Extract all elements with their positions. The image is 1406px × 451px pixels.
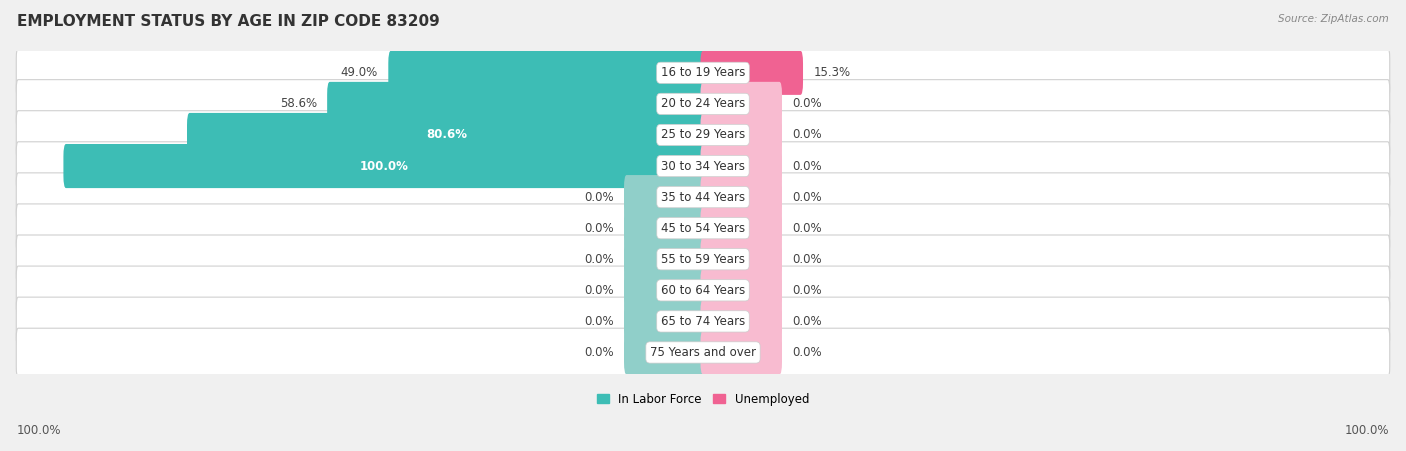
FancyBboxPatch shape [624,237,706,281]
Text: 0.0%: 0.0% [583,346,614,359]
Text: Source: ZipAtlas.com: Source: ZipAtlas.com [1278,14,1389,23]
FancyBboxPatch shape [624,206,706,250]
FancyBboxPatch shape [700,268,782,313]
Text: 55 to 59 Years: 55 to 59 Years [661,253,745,266]
Legend: In Labor Force, Unemployed: In Labor Force, Unemployed [592,388,814,410]
Text: 16 to 19 Years: 16 to 19 Years [661,66,745,79]
FancyBboxPatch shape [17,173,1389,221]
FancyBboxPatch shape [700,206,782,250]
Text: 60 to 64 Years: 60 to 64 Years [661,284,745,297]
Text: 58.6%: 58.6% [280,97,316,110]
FancyBboxPatch shape [700,299,782,344]
FancyBboxPatch shape [624,268,706,313]
Text: 49.0%: 49.0% [340,66,378,79]
FancyBboxPatch shape [624,175,706,219]
Text: 20 to 24 Years: 20 to 24 Years [661,97,745,110]
FancyBboxPatch shape [17,110,1389,159]
FancyBboxPatch shape [700,82,782,126]
FancyBboxPatch shape [700,237,782,281]
Text: 100.0%: 100.0% [360,160,409,173]
Text: 35 to 44 Years: 35 to 44 Years [661,191,745,203]
Text: 100.0%: 100.0% [17,424,62,437]
Text: 0.0%: 0.0% [583,222,614,235]
Text: 0.0%: 0.0% [583,284,614,297]
Text: 0.0%: 0.0% [792,160,823,173]
FancyBboxPatch shape [388,51,706,95]
Text: 0.0%: 0.0% [792,253,823,266]
Text: 0.0%: 0.0% [792,222,823,235]
Text: 0.0%: 0.0% [792,346,823,359]
Text: 0.0%: 0.0% [583,253,614,266]
Text: 0.0%: 0.0% [583,191,614,203]
FancyBboxPatch shape [17,80,1389,128]
Text: 30 to 34 Years: 30 to 34 Years [661,160,745,173]
Text: 80.6%: 80.6% [426,129,467,142]
FancyBboxPatch shape [328,82,706,126]
FancyBboxPatch shape [17,297,1389,345]
Text: EMPLOYMENT STATUS BY AGE IN ZIP CODE 83209: EMPLOYMENT STATUS BY AGE IN ZIP CODE 832… [17,14,440,28]
FancyBboxPatch shape [17,204,1389,253]
FancyBboxPatch shape [700,113,782,157]
Text: 15.3%: 15.3% [813,66,851,79]
FancyBboxPatch shape [63,144,706,188]
FancyBboxPatch shape [17,266,1389,314]
Text: 0.0%: 0.0% [792,129,823,142]
FancyBboxPatch shape [624,331,706,374]
Text: 75 Years and over: 75 Years and over [650,346,756,359]
FancyBboxPatch shape [17,49,1389,97]
Text: 100.0%: 100.0% [1344,424,1389,437]
FancyBboxPatch shape [187,113,706,157]
FancyBboxPatch shape [700,175,782,219]
FancyBboxPatch shape [17,235,1389,284]
Text: 0.0%: 0.0% [792,284,823,297]
Text: 25 to 29 Years: 25 to 29 Years [661,129,745,142]
Text: 0.0%: 0.0% [792,191,823,203]
FancyBboxPatch shape [700,51,803,95]
FancyBboxPatch shape [17,328,1389,377]
Text: 0.0%: 0.0% [792,97,823,110]
FancyBboxPatch shape [17,142,1389,190]
FancyBboxPatch shape [700,331,782,374]
Text: 0.0%: 0.0% [583,315,614,328]
FancyBboxPatch shape [700,144,782,188]
Text: 0.0%: 0.0% [792,315,823,328]
FancyBboxPatch shape [624,299,706,344]
Text: 65 to 74 Years: 65 to 74 Years [661,315,745,328]
Text: 45 to 54 Years: 45 to 54 Years [661,222,745,235]
